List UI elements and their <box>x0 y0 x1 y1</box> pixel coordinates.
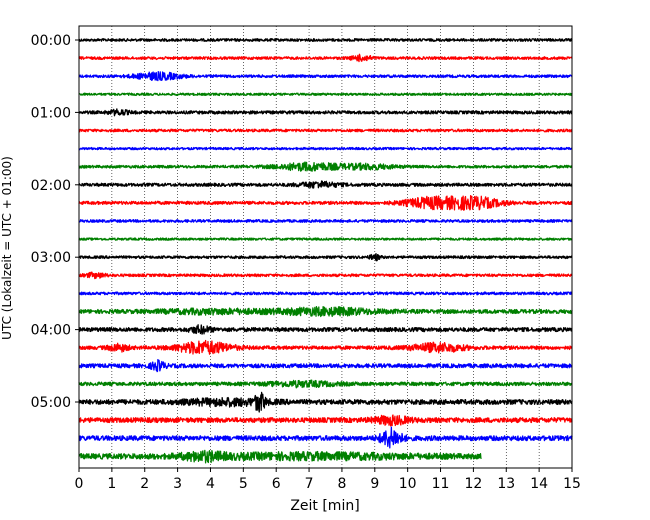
x-axis-ticks: 0 1 2 3 4 5 6 7 8 9 10 11 12 13 14 15 <box>75 468 581 492</box>
trace-0300 <box>78 253 573 262</box>
x-tick-label-14: 14 <box>530 476 548 492</box>
trace-0015 <box>78 53 573 63</box>
x-tick-label-11: 11 <box>432 476 450 492</box>
seismogram-traces <box>78 38 573 464</box>
trace-0145 <box>78 161 573 172</box>
x-tick-label-8: 8 <box>337 476 346 492</box>
trace-0000 <box>78 38 573 42</box>
trace-0245 <box>78 237 573 241</box>
x-tick-label-6: 6 <box>272 476 281 492</box>
trace-0345 <box>78 305 573 318</box>
trace-0030 <box>78 70 573 82</box>
y-axis-ticks: 00:00 01:00 02:00 03:00 04:00 05:00 <box>31 33 79 411</box>
x-axis-label: Zeit [min] <box>290 498 359 514</box>
trace-0100 <box>78 108 573 117</box>
trace-0315 <box>78 271 573 280</box>
trace-0445 <box>78 379 573 389</box>
y-tick-label-0300: 03:00 <box>31 250 71 266</box>
trace-0500 <box>78 391 573 413</box>
x-tick-label-15: 15 <box>563 476 581 492</box>
trace-0215 <box>78 195 573 211</box>
trace-0200 <box>78 180 573 189</box>
trace-0400 <box>78 324 573 335</box>
trace-0115 <box>78 128 573 133</box>
trace-0430 <box>78 358 573 373</box>
x-tick-label-12: 12 <box>464 476 482 492</box>
trace-0545 <box>78 449 482 464</box>
x-tick-label-9: 9 <box>370 476 379 492</box>
trace-0130 <box>78 146 573 151</box>
x-tick-label-0: 0 <box>75 476 84 492</box>
x-tick-label-4: 4 <box>206 476 215 492</box>
y-tick-label-0100: 01:00 <box>31 105 71 121</box>
x-tick-label-10: 10 <box>399 476 417 492</box>
trace-0515 <box>78 414 573 427</box>
y-tick-label-0400: 04:00 <box>31 323 71 339</box>
trace-0230 <box>78 219 573 223</box>
trace-0045 <box>78 92 573 97</box>
y-tick-label-0200: 02:00 <box>31 178 71 194</box>
plot-frame <box>78 25 573 469</box>
x-tick-label-13: 13 <box>497 476 515 492</box>
trace-0415 <box>78 339 573 355</box>
trace-0330 <box>78 291 573 296</box>
x-tick-label-2: 2 <box>140 476 149 492</box>
x-tick-label-3: 3 <box>173 476 182 492</box>
trace-0530 <box>78 426 573 449</box>
y-tick-label-0500: 05:00 <box>31 395 71 411</box>
y-tick-label-0000: 00:00 <box>31 33 71 49</box>
x-tick-label-5: 5 <box>239 476 248 492</box>
y-axis-label: UTC (Lokalzeit = UTC + 01:00) <box>0 156 14 340</box>
x-tick-label-1: 1 <box>107 476 116 492</box>
x-tick-label-7: 7 <box>305 476 314 492</box>
